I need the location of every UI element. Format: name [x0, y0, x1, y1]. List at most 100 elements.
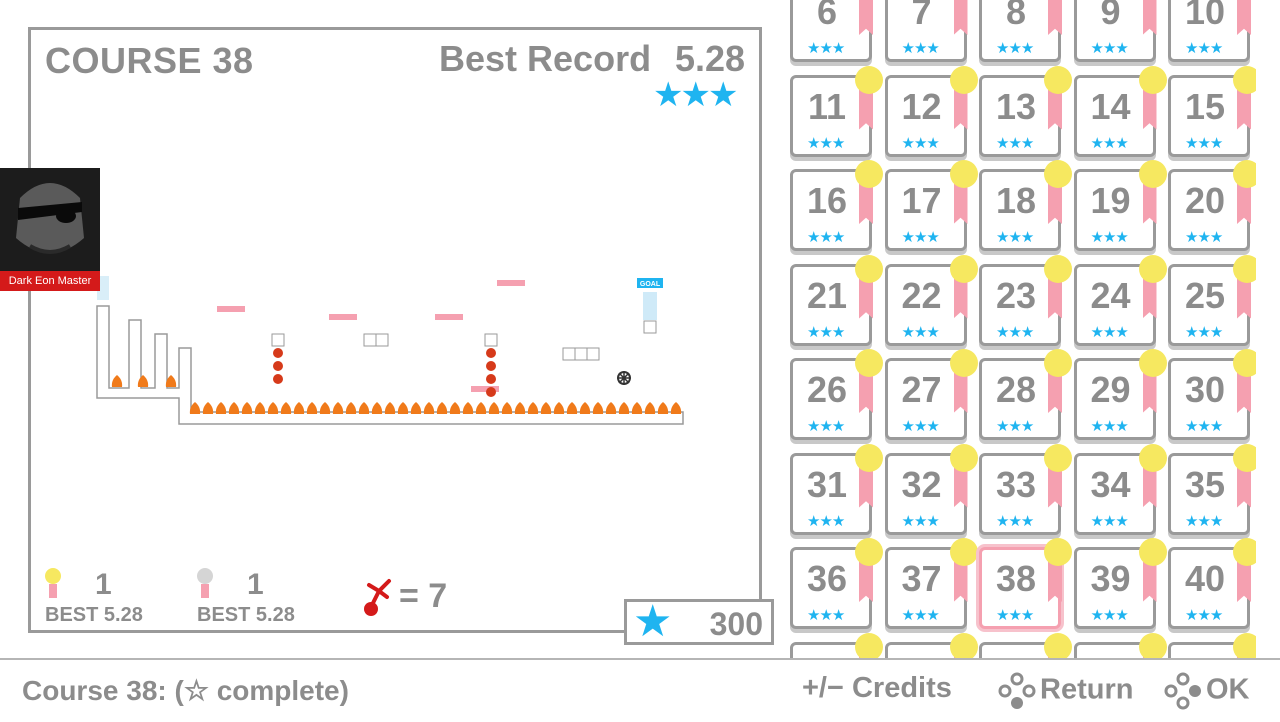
- ribbon-icon: [1048, 371, 1062, 413]
- course-tile-11[interactable]: 11 ★★★: [790, 65, 883, 157]
- course-tile-stars: ★★★: [996, 323, 1034, 341]
- ribbon-icon: [1142, 182, 1157, 224]
- course-tile-32[interactable]: 32 ★★★: [884, 443, 978, 535]
- flame-icon: [332, 402, 344, 414]
- course-tile-22[interactable]: 22 ★★★: [884, 254, 978, 346]
- gold-medal-icon: [949, 65, 978, 94]
- gold-medal-icon: [1044, 254, 1072, 283]
- course-tile-27[interactable]: 27 ★★★: [884, 349, 978, 440]
- course-tile-23[interactable]: 23 ★★★: [979, 254, 1072, 346]
- gold-medal-icon: [1138, 632, 1167, 658]
- ribbon-icon: [859, 87, 873, 130]
- ribbon-icon: [953, 87, 968, 130]
- course-tile-28[interactable]: 28 ★★★: [979, 349, 1072, 440]
- course-tile-43[interactable]: 43★★★: [979, 632, 1072, 659]
- return-button[interactable]: Return: [998, 672, 1133, 710]
- ribbon-icon: [859, 371, 873, 413]
- death-counter: = 7: [361, 575, 481, 619]
- death-icon: [364, 579, 391, 616]
- ribbon-icon: [859, 0, 873, 35]
- ribbon-icon: [1237, 560, 1251, 602]
- return-label: Return: [1040, 673, 1134, 706]
- credits-button[interactable]: +/− Credits: [802, 672, 952, 704]
- course-tile-7[interactable]: 7 ★★★: [884, 0, 968, 62]
- course-tile-stars: ★★★: [1090, 134, 1129, 152]
- flame-icon: [371, 402, 383, 414]
- course-tile-number: 17: [901, 180, 942, 221]
- course-tile-39[interactable]: 39 ★★★: [1073, 538, 1167, 629]
- course-tile-30[interactable]: 30 ★★★: [1168, 349, 1256, 440]
- course-tile-20[interactable]: 20 ★★★: [1168, 160, 1256, 251]
- course-tile-8[interactable]: 8 ★★★: [979, 0, 1062, 62]
- gold-medal-icon: [1044, 65, 1072, 94]
- course-tile-45[interactable]: 45★★★: [1168, 632, 1256, 658]
- avatar-name: Dark Eon Master: [0, 271, 100, 291]
- course-tile-38[interactable]: 38 ★★★: [979, 538, 1072, 629]
- course-tile-15[interactable]: 15 ★★★: [1168, 65, 1256, 157]
- course-tile-36[interactable]: 36 ★★★: [790, 538, 883, 629]
- flame-icon: [202, 402, 214, 414]
- course-tile-24[interactable]: 24 ★★★: [1073, 254, 1167, 346]
- course-tile-19[interactable]: 19 ★★★: [1073, 160, 1167, 251]
- course-tile-number: 43: [982, 653, 1050, 659]
- course-tile-number: 41: [793, 653, 861, 659]
- silver-medal-count: 1: [247, 568, 264, 601]
- gold-medal-best: BEST 5.28: [45, 604, 143, 626]
- course-tile-34[interactable]: 34 ★★★: [1073, 443, 1167, 535]
- course-tile-42[interactable]: 42★★★: [884, 632, 978, 659]
- course-tile-33[interactable]: 33 ★★★: [979, 443, 1072, 535]
- gold-medal-icon: [855, 632, 883, 658]
- flame-icon: [384, 402, 396, 414]
- silver-medal-icon: [197, 568, 213, 584]
- course-tile-41[interactable]: 41★★★: [790, 632, 883, 659]
- course-tile-12[interactable]: 12 ★★★: [884, 65, 978, 157]
- course-tile-31[interactable]: 31 ★★★: [790, 443, 883, 535]
- course-tile-17[interactable]: 17 ★★★: [884, 160, 978, 251]
- course-tile-number: 10: [1184, 0, 1226, 32]
- course-tile-number: 42: [888, 653, 956, 659]
- course-tile-16[interactable]: 16 ★★★: [790, 160, 883, 251]
- gold-medal-icon: [45, 568, 61, 584]
- course-tile-13[interactable]: 13 ★★★: [979, 65, 1072, 157]
- course-tile-stars: ★★★: [901, 512, 940, 530]
- gold-medal-icon: [949, 538, 978, 566]
- flame-icon: [475, 402, 487, 414]
- course-tile-9[interactable]: 9 ★★★: [1073, 0, 1157, 62]
- gold-medal-icon: [855, 160, 883, 188]
- course-tile-number: 25: [1184, 274, 1226, 316]
- gold-medal-icon: [855, 538, 883, 566]
- course-tile-18[interactable]: 18 ★★★: [979, 160, 1072, 251]
- course-tile-stars: ★★★: [807, 134, 845, 152]
- flame-hazards: [111, 375, 682, 414]
- ok-button[interactable]: OK: [1164, 672, 1250, 710]
- course-tile-35[interactable]: 35 ★★★: [1168, 443, 1256, 535]
- gold-medal-icon: [855, 443, 883, 472]
- course-tile-number: 36: [806, 558, 848, 599]
- flame-icon: [462, 402, 474, 414]
- course-tile-26[interactable]: 26 ★★★: [790, 349, 883, 440]
- course-tile-stars: ★★★: [1090, 40, 1129, 57]
- star-icon: ★: [680, 76, 711, 114]
- course-tile-14[interactable]: 14 ★★★: [1073, 65, 1167, 157]
- gold-medal-icon: [855, 349, 883, 377]
- gold-medal-icon: [949, 160, 978, 188]
- course-tile-40[interactable]: 40 ★★★: [1168, 538, 1256, 629]
- course-tile-29[interactable]: 29 ★★★: [1073, 349, 1167, 440]
- course-tile-10[interactable]: 10 ★★★: [1168, 0, 1251, 62]
- course-tile-21[interactable]: 21 ★★★: [790, 254, 883, 346]
- course-tile-6[interactable]: 6 ★★★: [790, 0, 873, 62]
- course-tile-number: 29: [1090, 369, 1131, 410]
- ok-label: OK: [1206, 673, 1250, 706]
- course-tile-37[interactable]: 37 ★★★: [884, 538, 978, 629]
- gold-medal-icon: [1233, 632, 1256, 658]
- course-tile-25[interactable]: 25 ★★★: [1168, 254, 1256, 346]
- course-tile-number: 23: [995, 274, 1037, 316]
- course-tile-stars: ★★★: [901, 229, 940, 246]
- course-tile-number: 35: [1184, 463, 1226, 505]
- gold-medal-icon: [1044, 538, 1072, 566]
- flame-icon: [280, 402, 292, 414]
- course-tile-number: 34: [1090, 463, 1131, 505]
- streamer-avatar: Dark Eon Master: [0, 168, 100, 292]
- course-tile-44[interactable]: 44★★★: [1073, 632, 1167, 658]
- course-tile-stars: ★★★: [996, 229, 1034, 246]
